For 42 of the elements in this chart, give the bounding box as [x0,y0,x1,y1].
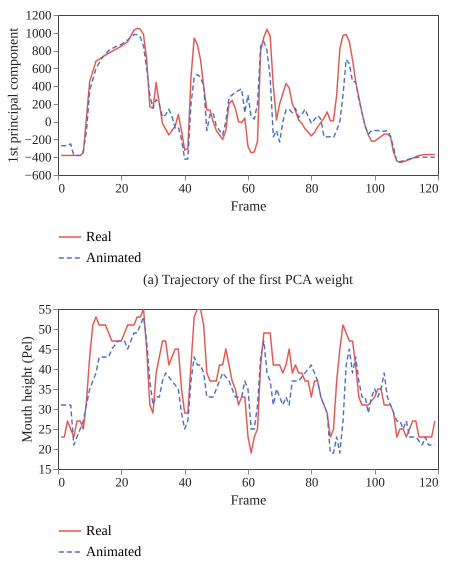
legend-label: Animated [86,545,142,560]
y-tick-label: 400 [32,78,52,94]
x-tick-label: 120 [419,180,438,196]
y-tick-label: 35 [38,382,52,396]
x-tick-label: 20 [115,180,128,196]
y-tick-label: 600 [32,60,52,76]
y-tick-label: −400 [24,150,52,165]
x-tick-label: 0 [58,474,65,490]
y-axis-title: 1st principal component [6,28,22,164]
y-tick-label: 45 [38,342,52,356]
y-tick-label: −200 [24,132,52,147]
x-axis-title: Frame [230,200,266,214]
y-tick-label: 800 [32,43,52,58]
x-tick-label: 120 [419,474,438,490]
y-tick-label: 55 [38,302,52,316]
x-tick-label: 20 [115,474,128,490]
y-tick-label: 50 [38,322,52,336]
y-tick-label: 200 [32,96,52,112]
x-tick-label: 60 [242,180,255,196]
x-tick-label: 80 [305,180,318,196]
legend-label: Real [86,230,112,245]
y-tick-label: 25 [38,422,52,436]
x-tick-label: 0 [58,180,65,196]
x-tick-label: 40 [178,474,192,490]
y-tick-label: 40 [38,362,52,376]
x-axis-title: Frame [230,494,266,508]
legend-label: Animated [86,251,142,266]
x-tick-label: 40 [178,180,192,196]
x-tick-label: 60 [242,474,255,490]
y-axis-title: Mouth height (Pel) [20,336,36,443]
legend-label: Real [86,524,112,539]
y-tick-label: 1000 [26,25,52,40]
y-tick-label: 15 [38,462,52,476]
x-tick-label: 100 [365,474,385,490]
y-tick-label: 20 [38,442,52,456]
y-tick-label: −600 [24,168,52,182]
x-tick-label: 80 [305,474,318,490]
y-tick-label: 30 [38,402,52,416]
x-tick-label: 100 [365,180,385,196]
y-tick-label: 1200 [26,8,52,22]
y-tick-label: 0 [45,114,52,130]
text: (a) Trajectory of the first PCA weight [143,273,354,288]
